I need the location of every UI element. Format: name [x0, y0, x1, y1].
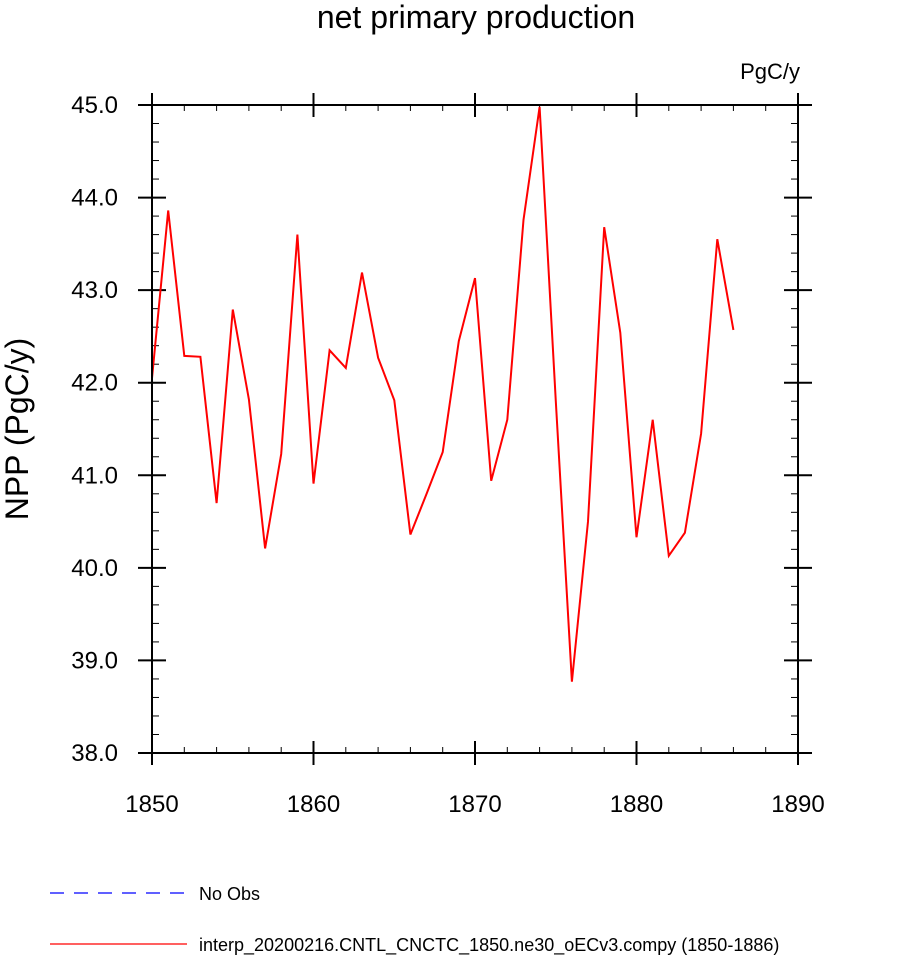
data-point	[408, 533, 412, 537]
data-point	[683, 531, 687, 535]
series-layer	[151, 106, 735, 684]
data-point	[312, 482, 316, 486]
data-point	[392, 398, 396, 402]
legend-label-no-obs: No Obs	[199, 884, 260, 904]
data-point	[376, 356, 380, 360]
data-point	[441, 450, 445, 454]
data-point	[473, 276, 477, 280]
y-axis-label: NPP (PgC/y)	[0, 338, 35, 521]
data-point	[618, 331, 622, 335]
data-point	[715, 237, 719, 241]
y-tick-label: 44.0	[71, 185, 118, 212]
legend: No Obs interp_20200216.CNTL_CNCTC_1850.n…	[50, 884, 779, 956]
data-point	[699, 432, 703, 436]
data-point	[667, 554, 671, 558]
y-tick-label: 45.0	[71, 92, 118, 119]
x-tick-label: 1850	[125, 791, 178, 818]
data-point	[231, 308, 235, 312]
data-point	[731, 328, 735, 332]
data-point	[570, 680, 574, 684]
series-line-0	[151, 106, 735, 682]
x-tick-label: 1890	[771, 791, 824, 818]
data-point	[344, 366, 348, 370]
data-point	[182, 354, 186, 358]
units-label: PgC/y	[740, 59, 800, 84]
y-tick-label: 42.0	[71, 370, 118, 397]
data-point	[360, 271, 364, 275]
y-tick-labels: 38.0 39.0 40.0 41.0 42.0 43.0 44.0 45.0	[71, 92, 118, 767]
data-point	[215, 501, 219, 505]
data-point	[279, 452, 283, 456]
x-tick-label: 1860	[287, 791, 340, 818]
data-point	[198, 355, 202, 359]
data-point	[425, 492, 429, 496]
data-point	[247, 397, 251, 401]
data-point	[295, 233, 299, 237]
plot-frame	[151, 104, 799, 754]
x-tick-label: 1880	[610, 791, 663, 818]
data-point	[263, 546, 267, 550]
legend-label-model: interp_20200216.CNTL_CNCTC_1850.ne30_oEC…	[199, 935, 779, 956]
data-point	[554, 399, 558, 403]
x-tick-labels: 1850 1860 1870 1880 1890	[125, 791, 824, 818]
data-point	[505, 418, 509, 422]
data-point	[328, 348, 332, 352]
data-point	[602, 225, 606, 229]
y-tick-label: 41.0	[71, 462, 118, 489]
data-point	[586, 520, 590, 524]
data-point	[651, 418, 655, 422]
x-tick-label: 1870	[448, 791, 501, 818]
data-point	[166, 209, 170, 213]
data-point	[521, 218, 525, 222]
data-point	[635, 535, 639, 539]
y-tick-label: 39.0	[71, 647, 118, 674]
y-tick-label: 38.0	[71, 740, 118, 767]
y-tick-label: 43.0	[71, 277, 118, 304]
major-ticks	[138, 93, 812, 765]
data-point	[457, 339, 461, 343]
y-tick-label: 40.0	[71, 555, 118, 582]
chart-title: net primary production	[317, 0, 635, 35]
data-point	[489, 479, 493, 483]
